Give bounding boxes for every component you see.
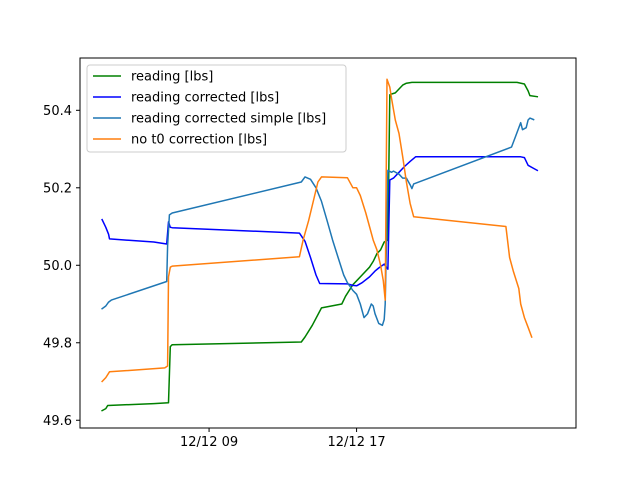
plot-frame: [79, 57, 577, 429]
legend-box: [86, 64, 347, 153]
y-tick-label-0: 49.6: [43, 414, 72, 429]
series-layer: [101, 78, 539, 412]
series-line-1: [101, 156, 539, 287]
y-tick-label-3: 50.2: [43, 181, 72, 196]
y-tick-label-1: 49.8: [43, 336, 72, 351]
x-tick-label-1: 12/12 17: [328, 435, 386, 450]
legend-label-2: reading corrected simple [lbs]: [131, 112, 326, 127]
series-line-3: [101, 78, 533, 383]
x-tick-label-0: 12/12 09: [180, 435, 238, 450]
series-line-2: [101, 117, 535, 327]
series-line-0: [101, 81, 539, 412]
legend: reading [lbs] reading corrected [lbs] read…: [86, 64, 347, 153]
y-tick-label-2: 50.0: [43, 259, 72, 274]
axis-layer: 12/12 09 12/12 17 49.6 49.8 50.0 50.2 50.4: [43, 104, 386, 450]
legend-label-0: reading [lbs]: [131, 70, 213, 85]
legend-label-1: reading corrected [lbs]: [131, 91, 279, 106]
y-tick-label-4: 50.4: [43, 104, 72, 119]
legend-label-3: no t0 correction [lbs]: [131, 133, 267, 148]
